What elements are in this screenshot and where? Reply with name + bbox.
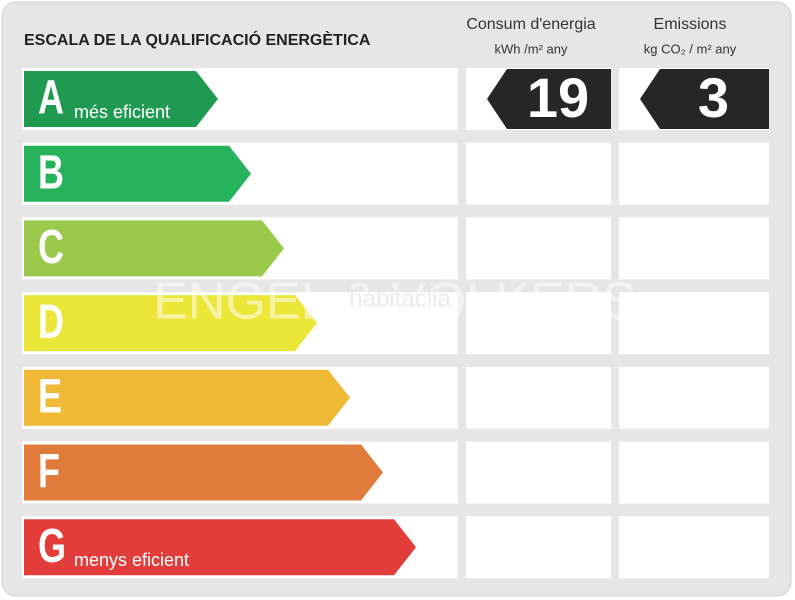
rating-arrow [24, 71, 218, 127]
rating-arrow [24, 295, 317, 352]
rating-arrow [24, 145, 251, 202]
title: ESCALA DE LA QUALIFICACIÓ ENERGÈTICA [24, 30, 371, 49]
rating-letter: F [38, 444, 60, 497]
column-unit: kg CO₂ / m² any [644, 41, 737, 56]
rating-pointer [487, 69, 611, 129]
rating-label: menys eficient [74, 550, 189, 570]
cell [466, 516, 611, 579]
rating-letter: B [38, 145, 64, 198]
cell [619, 142, 769, 205]
cell [466, 142, 611, 205]
cell [619, 366, 769, 429]
rating-value: 3 [698, 66, 729, 129]
cell [466, 366, 611, 429]
cell [466, 441, 611, 504]
rating-letter: C [38, 220, 64, 273]
watermark: ENGEL & VÖLKERS [153, 273, 637, 331]
cell [466, 292, 611, 355]
rating-value: 19 [527, 66, 589, 129]
cell [619, 217, 769, 280]
rating-arrow [24, 369, 350, 426]
rating-letter: D [38, 295, 64, 348]
rating-pointer [640, 69, 769, 129]
cell [466, 217, 611, 280]
column-title: Emissions [654, 16, 727, 33]
rating-letter: G [38, 519, 66, 572]
cell [619, 516, 769, 579]
column-unit: kWh /m² any [495, 41, 568, 56]
rating-arrow [24, 519, 416, 576]
cell [619, 441, 769, 504]
column-title: Consum d'energia [466, 16, 595, 33]
rating-arrow [24, 220, 284, 277]
rating-arrow [24, 444, 383, 501]
watermark: habitaclia [349, 285, 451, 312]
rating-letter: A [38, 71, 64, 124]
rating-label: més eficient [74, 102, 170, 122]
cell [619, 292, 769, 355]
rating-letter: E [38, 369, 62, 422]
